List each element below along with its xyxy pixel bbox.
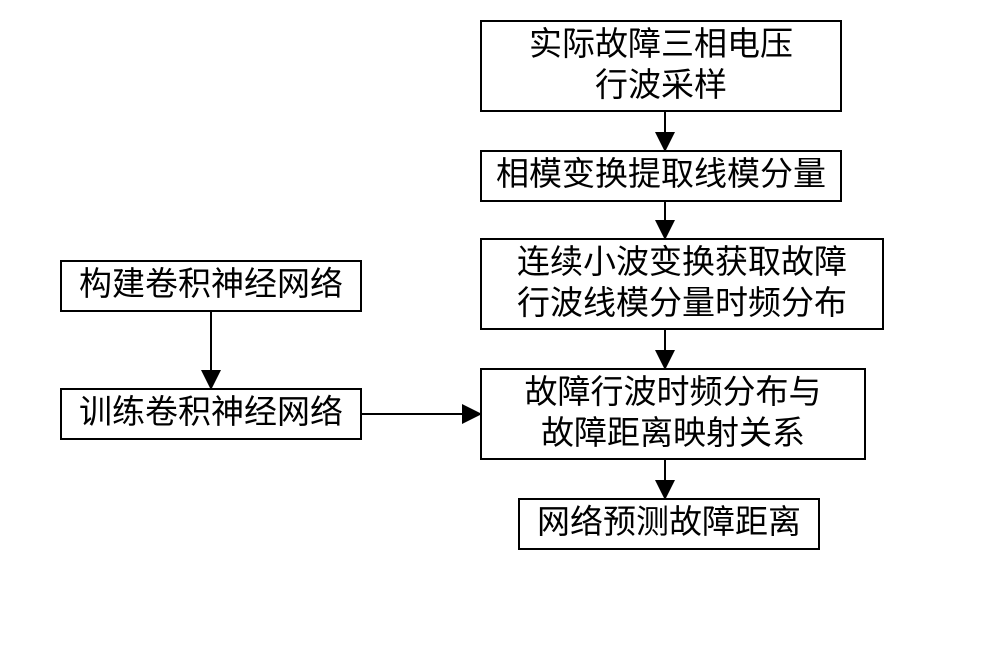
node-label: 连续小波变换获取故障行波线模分量时频分布	[517, 243, 847, 326]
node-build-cnn: 构建卷积神经网络	[60, 260, 362, 312]
node-label: 网络预测故障距离	[537, 503, 801, 544]
node-phase-mode-transform: 相模变换提取线模分量	[480, 150, 842, 202]
node-label: 故障行波时频分布与故障距离映射关系	[525, 373, 822, 456]
node-label: 构建卷积神经网络	[79, 265, 343, 306]
node-sampling: 实际故障三相电压行波采样	[480, 20, 842, 112]
node-wavelet-transform: 连续小波变换获取故障行波线模分量时频分布	[480, 238, 884, 330]
node-train-cnn: 训练卷积神经网络	[60, 388, 362, 440]
node-label: 训练卷积神经网络	[79, 393, 343, 434]
node-label: 相模变换提取线模分量	[496, 155, 826, 196]
node-mapping-relation: 故障行波时频分布与故障距离映射关系	[480, 368, 866, 460]
node-label: 实际故障三相电压行波采样	[529, 25, 793, 108]
node-predict-distance: 网络预测故障距离	[518, 498, 820, 550]
